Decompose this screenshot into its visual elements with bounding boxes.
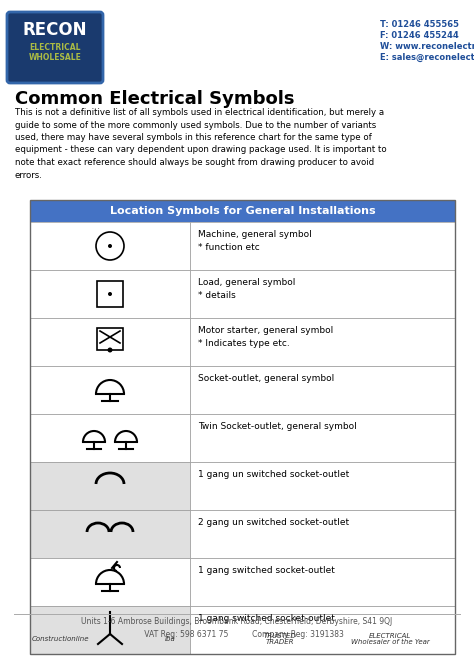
Text: 1 gang switched socket-outlet: 1 gang switched socket-outlet: [198, 614, 335, 623]
Text: Location Symbols for General Installations: Location Symbols for General Installatio…: [109, 206, 375, 216]
Text: ELECTRICAL
Wholesaler of the Year: ELECTRICAL Wholesaler of the Year: [351, 632, 429, 646]
Text: Twin Socket-outlet, general symbol: Twin Socket-outlet, general symbol: [198, 422, 357, 431]
Bar: [97, 281, 123, 307]
Text: T: 01246 455565: T: 01246 455565: [380, 20, 459, 29]
Bar: [190, 366, 455, 414]
Text: iba: iba: [164, 636, 175, 642]
Bar: [97, 328, 123, 350]
FancyBboxPatch shape: [7, 12, 103, 83]
Bar: [190, 270, 455, 318]
Circle shape: [108, 244, 112, 248]
Bar: [30, 270, 190, 318]
Text: Machine, general symbol
* function etc: Machine, general symbol * function etc: [198, 230, 312, 252]
Text: RECON: RECON: [23, 21, 87, 39]
Text: Motor starter, general symbol
* Indicates type etc.: Motor starter, general symbol * Indicate…: [198, 326, 333, 347]
Text: Common Electrical Symbols: Common Electrical Symbols: [15, 90, 294, 108]
Bar: [30, 200, 455, 222]
Text: This is not a definitive list of all symbols used in electrical identification, : This is not a definitive list of all sym…: [15, 108, 387, 179]
Text: ELECTRICAL: ELECTRICAL: [29, 43, 81, 52]
Text: F: 01246 455244: F: 01246 455244: [380, 31, 459, 40]
Circle shape: [108, 292, 112, 296]
Text: WHOLESALE: WHOLESALE: [28, 54, 82, 62]
Bar: [30, 222, 190, 270]
Bar: [190, 558, 455, 606]
Text: E: sales@reconelectrical.co.uk: E: sales@reconelectrical.co.uk: [380, 53, 474, 62]
Bar: [190, 318, 455, 366]
Text: 2 gang un switched socket-outlet: 2 gang un switched socket-outlet: [198, 518, 349, 527]
Text: Load, general symbol
* details: Load, general symbol * details: [198, 278, 295, 300]
Text: 1 gang un switched socket-outlet: 1 gang un switched socket-outlet: [198, 470, 349, 479]
Text: Socket-outlet, general symbol: Socket-outlet, general symbol: [198, 374, 334, 383]
Bar: [190, 606, 455, 654]
Text: W: www.reconelectrical.co.uk: W: www.reconelectrical.co.uk: [380, 42, 474, 51]
Bar: [190, 222, 455, 270]
Bar: [30, 318, 190, 366]
Text: Constructionline: Constructionline: [31, 636, 89, 642]
Text: TRUSTED
TRADER: TRUSTED TRADER: [264, 632, 296, 646]
Bar: [30, 558, 190, 606]
Text: 1 gang switched socket-outlet: 1 gang switched socket-outlet: [198, 566, 335, 575]
Bar: [30, 200, 455, 654]
Bar: [190, 414, 455, 462]
Bar: [190, 462, 455, 510]
Bar: [30, 366, 190, 414]
Text: Units 1-6 Ambrose Buildings, Broombank Road, Chesterfield, Derbyshire, S41 9QJ
 : Units 1-6 Ambrose Buildings, Broombank R…: [82, 617, 392, 639]
Bar: [190, 510, 455, 558]
Bar: [30, 462, 190, 510]
Bar: [30, 510, 190, 558]
Bar: [30, 606, 190, 654]
Bar: [30, 414, 190, 462]
Circle shape: [108, 347, 112, 353]
